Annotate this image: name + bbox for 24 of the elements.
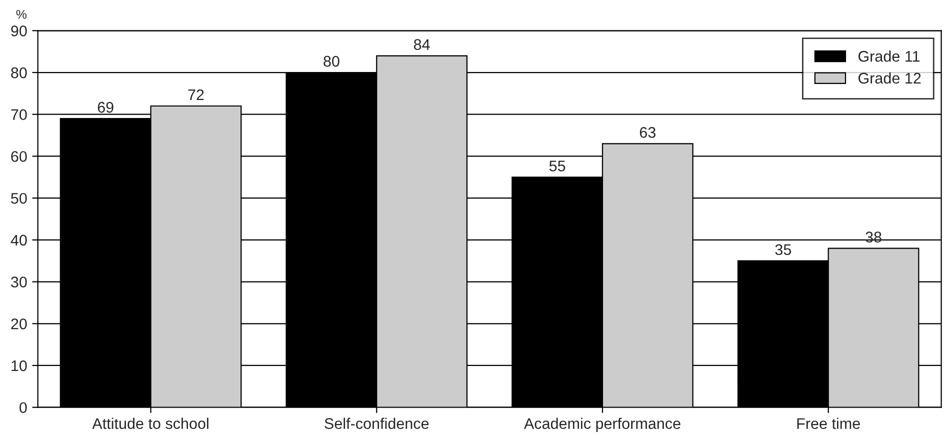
y-tick-label: 10 bbox=[12, 360, 27, 372]
y-axis-title: % bbox=[16, 10, 27, 19]
y-tick-label: 70 bbox=[11, 109, 27, 120]
x-tick-label: Self-confidence bbox=[324, 418, 429, 429]
x-tick-label: Academic performance bbox=[524, 418, 680, 432]
y-tick-label: 60 bbox=[11, 151, 27, 162]
data-label: 84 bbox=[414, 39, 430, 50]
data-label: 63 bbox=[640, 127, 656, 138]
y-tick-label: 40 bbox=[10, 234, 27, 246]
y-tick-label: 30 bbox=[11, 276, 27, 288]
x-tick-label: Attitude to school bbox=[92, 418, 208, 429]
y-tick-label: 50 bbox=[11, 192, 27, 204]
data-label: 35 bbox=[775, 244, 792, 256]
y-tick-label: 0 bbox=[20, 402, 27, 414]
data-label: 69 bbox=[98, 102, 114, 113]
y-tick-label: 20 bbox=[11, 318, 27, 330]
x-tick-label: Free time bbox=[797, 418, 860, 429]
y-tick-label: 80 bbox=[11, 67, 27, 78]
legend-label: Grade 11 bbox=[858, 50, 920, 62]
legend-label: Grade 12 bbox=[858, 72, 921, 84]
data-label: 80 bbox=[324, 56, 340, 67]
y-tick-label: 90 bbox=[11, 26, 27, 36]
data-label: 55 bbox=[549, 160, 566, 172]
data-label: 72 bbox=[188, 89, 204, 100]
